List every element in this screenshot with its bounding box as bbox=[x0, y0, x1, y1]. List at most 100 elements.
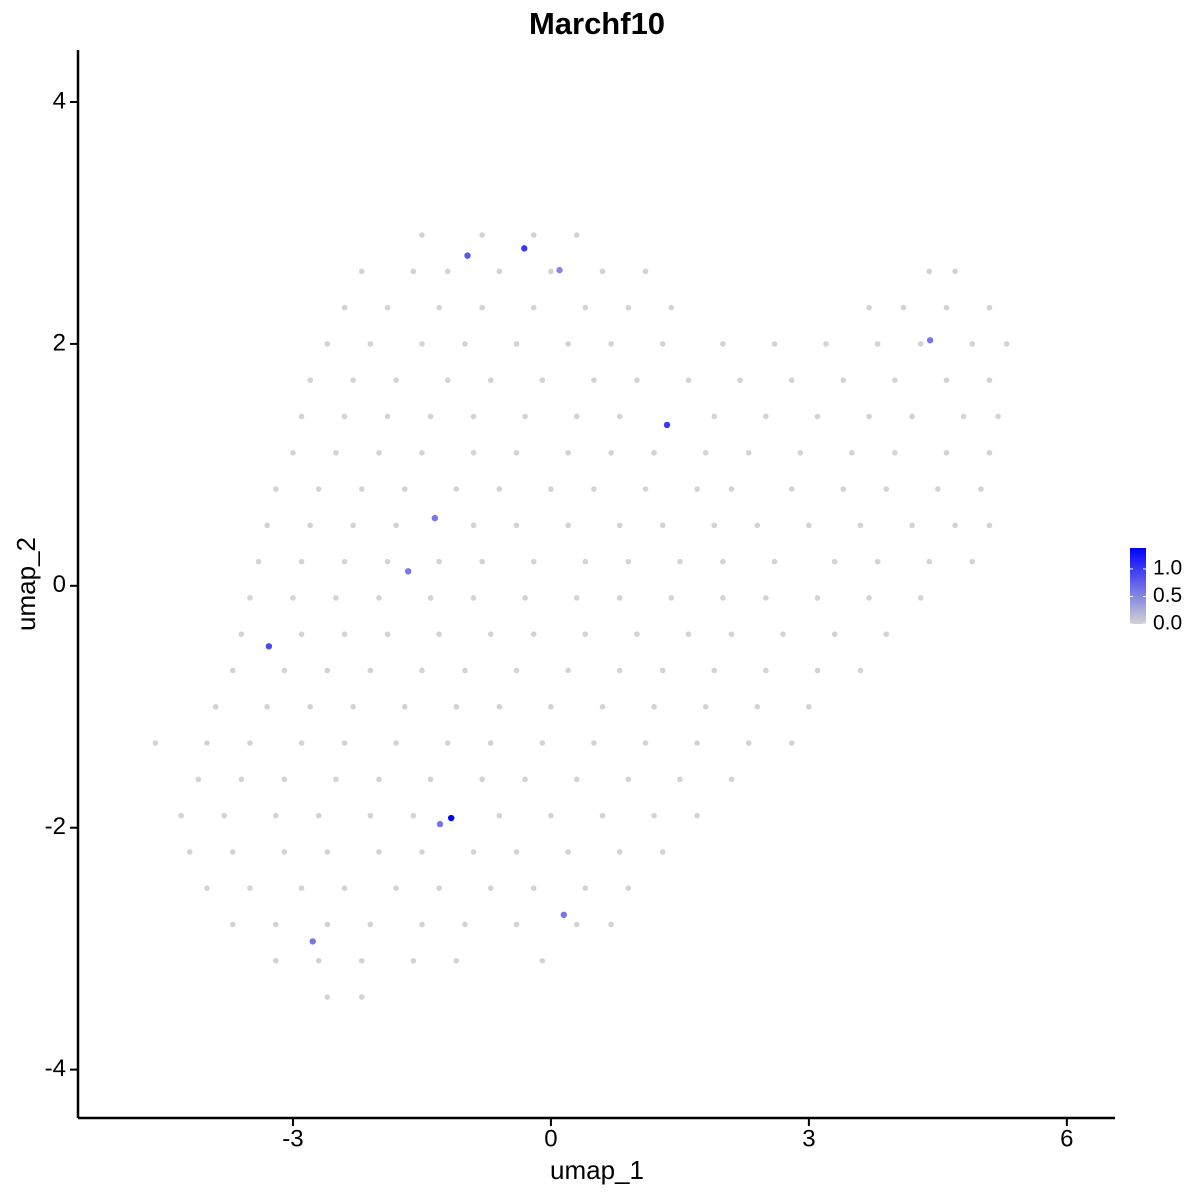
colorbar-label: 0.0 bbox=[1153, 612, 1182, 635]
point bbox=[788, 486, 795, 492]
point bbox=[247, 595, 253, 601]
point bbox=[419, 849, 425, 855]
point bbox=[874, 341, 881, 347]
point bbox=[694, 486, 700, 492]
point bbox=[513, 667, 520, 674]
point bbox=[694, 812, 700, 819]
point bbox=[427, 413, 434, 420]
point bbox=[616, 667, 623, 674]
point bbox=[229, 849, 236, 855]
point bbox=[625, 776, 632, 783]
point bbox=[530, 558, 537, 565]
point bbox=[384, 304, 391, 311]
point bbox=[195, 776, 202, 783]
point bbox=[341, 558, 348, 565]
point bbox=[479, 558, 485, 565]
point bbox=[341, 304, 348, 311]
point bbox=[333, 595, 339, 601]
point bbox=[909, 522, 915, 529]
point bbox=[513, 522, 520, 529]
point bbox=[986, 304, 993, 311]
point bbox=[290, 449, 296, 456]
point bbox=[470, 849, 477, 855]
point bbox=[530, 631, 537, 637]
point bbox=[952, 268, 958, 275]
point bbox=[324, 849, 331, 855]
point bbox=[453, 957, 460, 964]
point bbox=[410, 268, 417, 275]
point bbox=[668, 304, 675, 311]
point bbox=[436, 304, 442, 311]
point bbox=[470, 522, 477, 529]
point bbox=[548, 268, 554, 275]
point bbox=[573, 921, 580, 928]
point bbox=[367, 812, 374, 819]
point bbox=[857, 667, 864, 674]
point bbox=[702, 703, 709, 710]
point bbox=[307, 703, 313, 710]
point bbox=[935, 486, 941, 492]
point bbox=[453, 486, 460, 492]
point bbox=[866, 413, 872, 420]
point bbox=[763, 595, 769, 601]
point bbox=[358, 957, 365, 964]
point bbox=[496, 486, 503, 492]
point bbox=[771, 341, 778, 347]
point bbox=[651, 703, 657, 710]
point bbox=[479, 232, 485, 238]
point bbox=[513, 341, 520, 347]
point bbox=[410, 812, 417, 819]
point bbox=[376, 595, 382, 601]
point bbox=[496, 812, 503, 819]
point bbox=[401, 486, 408, 492]
point bbox=[281, 667, 288, 674]
point bbox=[659, 522, 666, 529]
point bbox=[663, 421, 671, 429]
point bbox=[763, 413, 769, 420]
point bbox=[969, 558, 976, 565]
point bbox=[659, 341, 666, 347]
point bbox=[444, 268, 451, 275]
point bbox=[565, 449, 571, 456]
point bbox=[444, 740, 451, 746]
point bbox=[522, 413, 528, 420]
point bbox=[685, 631, 692, 637]
point bbox=[427, 595, 434, 601]
point bbox=[565, 522, 571, 529]
point bbox=[290, 595, 296, 601]
point bbox=[298, 558, 305, 565]
point bbox=[573, 595, 580, 601]
point bbox=[625, 304, 632, 311]
point bbox=[427, 776, 434, 783]
point bbox=[685, 377, 692, 383]
point bbox=[539, 377, 546, 383]
point bbox=[272, 812, 279, 819]
point bbox=[591, 486, 597, 492]
point bbox=[376, 776, 382, 783]
point bbox=[797, 449, 804, 456]
point bbox=[315, 486, 322, 492]
point bbox=[247, 885, 253, 891]
point bbox=[462, 921, 468, 928]
point bbox=[565, 849, 571, 855]
point bbox=[324, 341, 331, 347]
point bbox=[608, 921, 614, 928]
point bbox=[464, 252, 471, 259]
x-tick-label: 0 bbox=[544, 1125, 557, 1152]
point bbox=[298, 631, 305, 637]
point bbox=[780, 631, 786, 637]
point bbox=[238, 776, 245, 783]
point bbox=[487, 885, 494, 891]
point bbox=[487, 740, 494, 746]
point bbox=[883, 486, 890, 492]
point bbox=[350, 522, 356, 529]
point bbox=[711, 413, 718, 420]
point bbox=[565, 341, 571, 347]
point bbox=[737, 377, 743, 383]
point bbox=[763, 667, 769, 674]
point bbox=[204, 740, 210, 746]
point bbox=[608, 449, 614, 456]
point bbox=[384, 631, 391, 637]
point bbox=[419, 921, 425, 928]
